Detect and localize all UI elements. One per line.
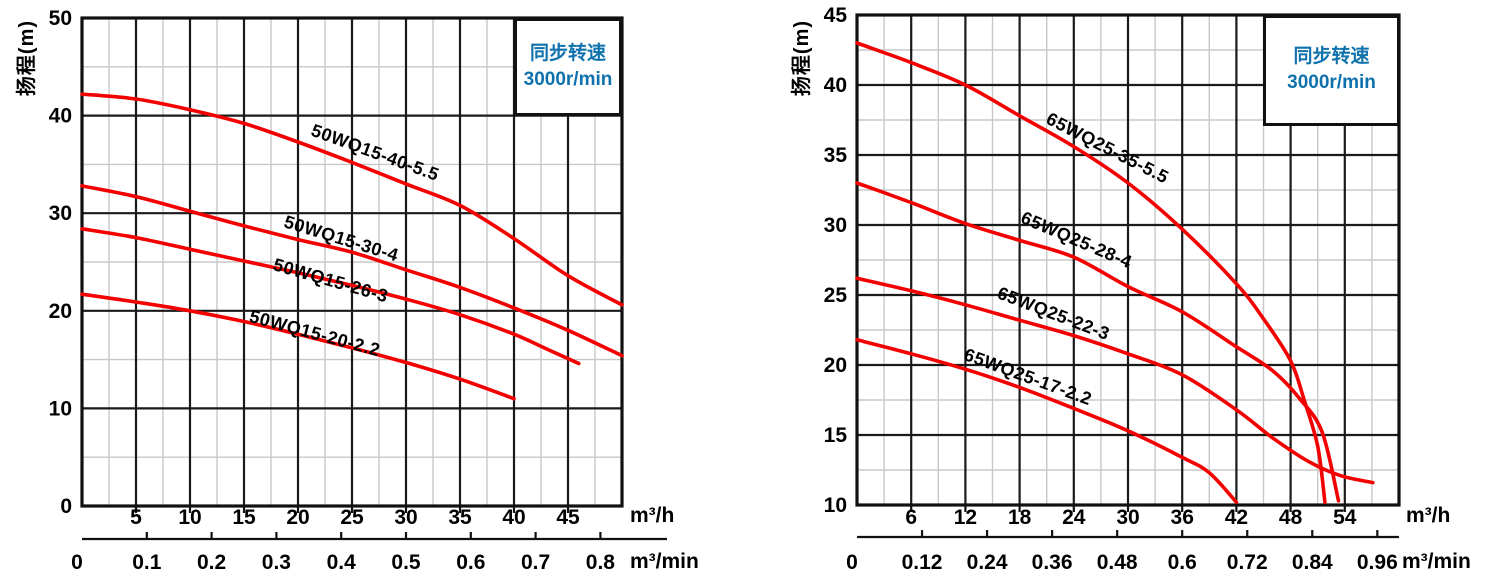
right-speed-line1: 同步转速	[1293, 46, 1370, 67]
right-secondary-unit-label: m³/min	[1402, 550, 1471, 573]
x-tick-label: 30	[1116, 506, 1139, 529]
y-tick-label: 30	[824, 214, 847, 237]
y-tick-label: 20	[49, 300, 72, 323]
right-speed-box: 同步转速 3000r/min	[1263, 15, 1400, 126]
secondary-tick-label: 0.5	[391, 551, 421, 574]
x-tick-label: 5	[130, 506, 142, 529]
secondary-tick-label: 0.4	[327, 551, 357, 574]
pump-curve-50WQ15-40-5.5	[80, 92, 624, 307]
right-primary-unit-label: m³/h	[1406, 504, 1451, 527]
x-tick-label: 35	[448, 506, 472, 529]
curve-label-65WQ25-22-3: 65WQ25-22-3	[995, 283, 1113, 344]
pump-curve-50WQ15-30-4	[80, 184, 624, 358]
x-tick-label: 36	[1171, 506, 1194, 529]
y-tick-label: 0	[60, 495, 72, 518]
secondary-tick-label: 0.48	[1097, 551, 1138, 574]
y-tick-label: 25	[824, 284, 848, 307]
left-speed-box: 同步转速 3000r/min	[514, 18, 622, 116]
secondary-tick-label: 0.2	[197, 551, 226, 574]
left-speed-line2: 3000r/min	[523, 69, 613, 90]
left-speed-line1: 同步转速	[529, 43, 606, 64]
x-tick-label: 18	[1008, 506, 1032, 529]
secondary-tick-label: 0.1	[132, 551, 162, 574]
x-tick-label: 6	[905, 506, 917, 529]
left-primary-unit-label: m³/h	[630, 504, 675, 527]
secondary-tick-label: 0.12	[902, 551, 943, 574]
secondary-tick-label: 0.6	[1168, 551, 1197, 574]
curve-label-50WQ15-20-2.2: 50WQ15-20-2.2	[247, 306, 382, 360]
y-tick-label: 35	[824, 144, 848, 167]
secondary-tick-label: 0.36	[1032, 551, 1073, 574]
secondary-tick-label: 0.72	[1227, 551, 1268, 574]
pump-curve-65WQ25-28-4	[855, 181, 1341, 503]
y-tick-label: 15	[824, 424, 848, 447]
left-secondary-unit-label: m³/min	[630, 550, 699, 573]
secondary-tick-label: 0.3	[262, 551, 291, 574]
secondary-tick-label: 0	[846, 551, 858, 574]
x-tick-label: 42	[1225, 506, 1248, 529]
x-tick-label: 25	[340, 506, 364, 529]
y-tick-label: 45	[824, 4, 848, 27]
x-tick-label: 10	[178, 506, 201, 529]
pump-curve-50WQ15-26-3	[80, 227, 581, 366]
secondary-tick-label: 0.84	[1292, 551, 1333, 574]
x-tick-label: 30	[394, 506, 417, 529]
x-tick-label: 45	[556, 506, 580, 529]
curve-label-65WQ25-28-4: 65WQ25-28-4	[1018, 207, 1135, 272]
pump-curve-65WQ25-17-2.2	[855, 338, 1239, 504]
secondary-tick-label: 0.8	[586, 551, 616, 574]
chart-0: 5 10 15 20 25 30 35 40 45 0 10 20 30 40 50 0 0.1 0.2 0.3 0.…	[49, 7, 667, 574]
x-tick-label: 12	[954, 506, 977, 529]
right-speed-line2: 3000r/min	[1287, 72, 1376, 93]
x-tick-label: 15	[232, 506, 256, 529]
left-y-axis-title: 扬程(m)	[16, 19, 38, 97]
secondary-tick-label: 0.7	[521, 551, 550, 574]
y-tick-label: 20	[824, 354, 847, 377]
secondary-tick-label: 0.6	[456, 551, 485, 574]
x-tick-label: 54	[1333, 506, 1357, 529]
secondary-tick-label: 0	[71, 551, 83, 574]
y-tick-label: 10	[49, 397, 72, 420]
x-tick-label: 24	[1062, 506, 1086, 529]
y-tick-label: 40	[49, 105, 72, 128]
secondary-tick-label: 0.96	[1357, 551, 1398, 574]
y-tick-label: 50	[49, 7, 72, 30]
x-tick-label: 40	[502, 506, 525, 529]
pump-curve-65WQ25-35-5.5	[855, 41, 1327, 504]
y-tick-label: 40	[824, 74, 847, 97]
x-tick-label: 20	[286, 506, 309, 529]
right-y-axis-title: 扬程(m)	[791, 19, 813, 97]
y-tick-label: 30	[49, 202, 72, 225]
secondary-tick-label: 0.24	[967, 551, 1008, 574]
x-tick-label: 48	[1279, 506, 1303, 529]
pump-curve-65WQ25-22-3	[855, 276, 1375, 485]
y-tick-label: 10	[824, 494, 847, 517]
pump-curve-50WQ15-20-2.2	[80, 292, 516, 401]
